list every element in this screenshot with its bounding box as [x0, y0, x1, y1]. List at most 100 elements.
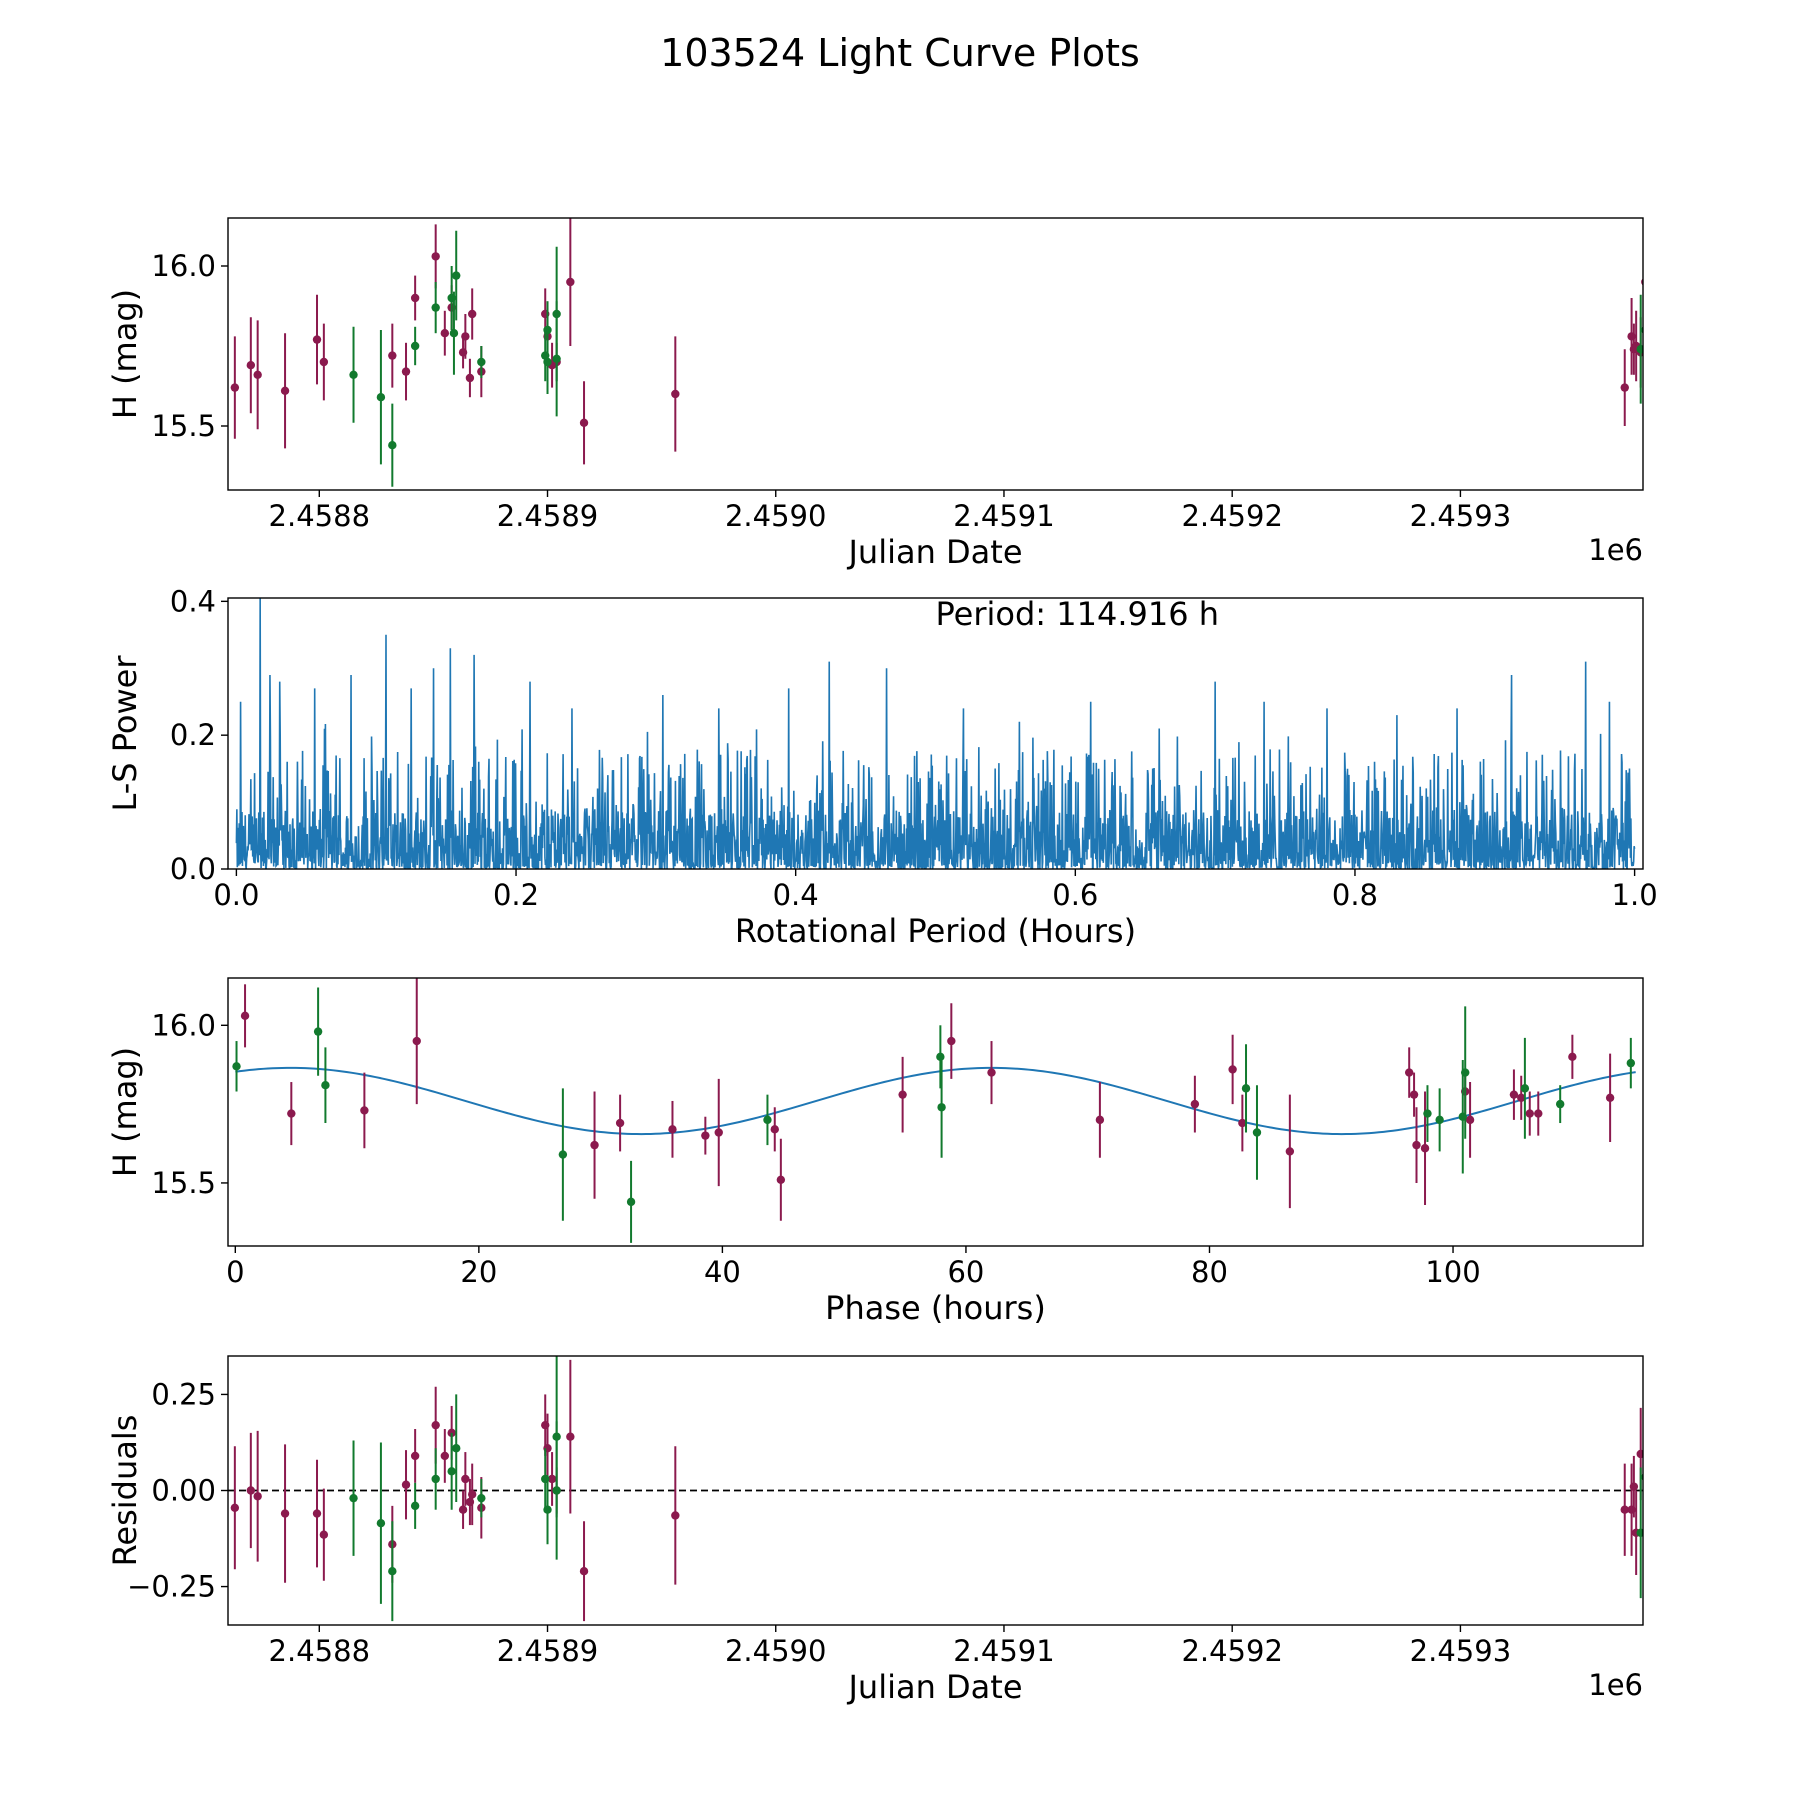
- point-marker: [253, 1492, 262, 1501]
- data-point-pink: [461, 314, 470, 359]
- x-tick-label: 0.4: [773, 878, 819, 912]
- point-marker: [543, 325, 552, 335]
- point-marker: [410, 341, 420, 351]
- point-marker: [431, 1474, 440, 1484]
- point-marker: [566, 277, 575, 287]
- point-marker: [1252, 1128, 1262, 1137]
- data-point-green: [388, 1521, 397, 1622]
- point-marker: [452, 1444, 461, 1453]
- x-tick-label: 2.4592: [1181, 499, 1282, 533]
- point-marker: [668, 1125, 677, 1134]
- data-point-pink: [410, 275, 420, 321]
- plot-area: [228, 1356, 1643, 1622]
- figure-title: 103524 Light Curve Plots: [660, 31, 1140, 75]
- point-marker: [1555, 1099, 1565, 1109]
- data-point-green: [232, 1041, 241, 1092]
- data-point-pink: [1285, 1094, 1295, 1209]
- y-axis-label: L-S Power: [106, 655, 144, 812]
- data-point-pink: [1190, 1075, 1200, 1133]
- y-tick-label: 0.25: [151, 1377, 216, 1411]
- data-point-pink: [240, 984, 250, 1048]
- point-marker: [431, 1420, 440, 1430]
- point-marker: [321, 1081, 330, 1090]
- data-point-pink: [668, 1100, 677, 1158]
- data-point-pink: [319, 1488, 329, 1581]
- data-point-green: [626, 1160, 636, 1243]
- data-point-pink: [579, 1521, 589, 1622]
- point-marker: [388, 441, 397, 450]
- point-marker: [558, 1150, 568, 1159]
- point-marker: [543, 357, 552, 367]
- data-point-pink: [253, 1430, 262, 1562]
- data-point-green: [543, 1475, 552, 1545]
- point-marker: [1423, 1109, 1432, 1118]
- point-marker: [410, 293, 420, 303]
- data-point-pink: [458, 1490, 468, 1529]
- data-point-pink: [566, 218, 575, 346]
- x-tick-label: 80: [1191, 1255, 1228, 1289]
- point-marker: [579, 1567, 589, 1576]
- data-point-pink: [714, 1078, 723, 1187]
- x-tick-label: 0.8: [1332, 878, 1378, 912]
- point-marker: [1605, 1093, 1615, 1103]
- point-marker: [246, 361, 256, 370]
- point-marker: [1636, 345, 1643, 354]
- point-marker: [410, 1501, 420, 1511]
- data-point-green: [1435, 1088, 1444, 1152]
- data-point-green: [1520, 1037, 1530, 1139]
- data-point-green: [388, 403, 397, 487]
- point-marker: [1404, 1068, 1414, 1077]
- point-marker: [388, 351, 397, 360]
- data-point-pink: [319, 323, 329, 401]
- point-marker: [1228, 1065, 1237, 1074]
- y-tick-label: 0.0: [170, 852, 216, 886]
- data-point-green: [937, 1056, 946, 1158]
- point-marker: [552, 354, 561, 363]
- point-marker: [1525, 1109, 1534, 1118]
- data-point-green: [1423, 1085, 1432, 1142]
- x-tick-label: 40: [704, 1255, 741, 1289]
- data-point-pink: [360, 1072, 369, 1149]
- point-marker: [287, 1109, 296, 1118]
- point-marker: [770, 1125, 779, 1134]
- point-marker: [543, 1505, 552, 1514]
- point-marker: [440, 1451, 450, 1461]
- periodogram-line: [235, 598, 1636, 869]
- panel-p4: 2.4588 2.4589 2.4590 2.4591 2.4592 2.4593 −0.2…: [106, 1355, 1644, 1706]
- data-point-pink: [1409, 1072, 1419, 1117]
- point-marker: [376, 393, 386, 402]
- point-marker: [547, 1474, 557, 1484]
- data-point-pink: [770, 1107, 779, 1152]
- data-point-pink: [388, 323, 397, 388]
- data-point-pink: [1412, 1107, 1421, 1183]
- y-tick-label: 16.0: [151, 1008, 216, 1042]
- x-tick-label: 2.4588: [269, 1634, 370, 1668]
- point-marker: [1095, 1115, 1105, 1125]
- data-point-pink: [1568, 1034, 1577, 1079]
- data-point-green: [1461, 1006, 1470, 1139]
- data-point-pink: [987, 1041, 996, 1105]
- point-marker: [1190, 1099, 1200, 1109]
- data-point-pink: [1534, 1091, 1543, 1136]
- y-axis-label: Residuals: [106, 1415, 144, 1567]
- plot-area: [232, 978, 1636, 1243]
- plots: 2.4588 2.4589 2.4590 2.4591 2.4592 2.4593 15.5…: [106, 217, 1658, 1706]
- y-tick-label: 0.2: [170, 718, 216, 752]
- plot-area: [235, 598, 1636, 869]
- point-marker: [319, 357, 329, 367]
- data-point-pink: [312, 294, 322, 385]
- data-point-pink: [776, 1138, 786, 1221]
- point-marker: [1636, 1528, 1643, 1537]
- data-point-pink: [1629, 1455, 1639, 1518]
- point-marker: [468, 1490, 477, 1499]
- data-point-pink: [1620, 1463, 1629, 1556]
- point-marker: [313, 1027, 323, 1036]
- y-tick-label: −0.25: [127, 1570, 216, 1604]
- point-marker: [253, 370, 262, 379]
- data-point-pink: [312, 1459, 322, 1568]
- data-point-green: [1241, 1044, 1251, 1133]
- point-marker: [1568, 1052, 1577, 1062]
- x-offset-label: 1e6: [1588, 533, 1643, 567]
- point-marker: [319, 1530, 329, 1539]
